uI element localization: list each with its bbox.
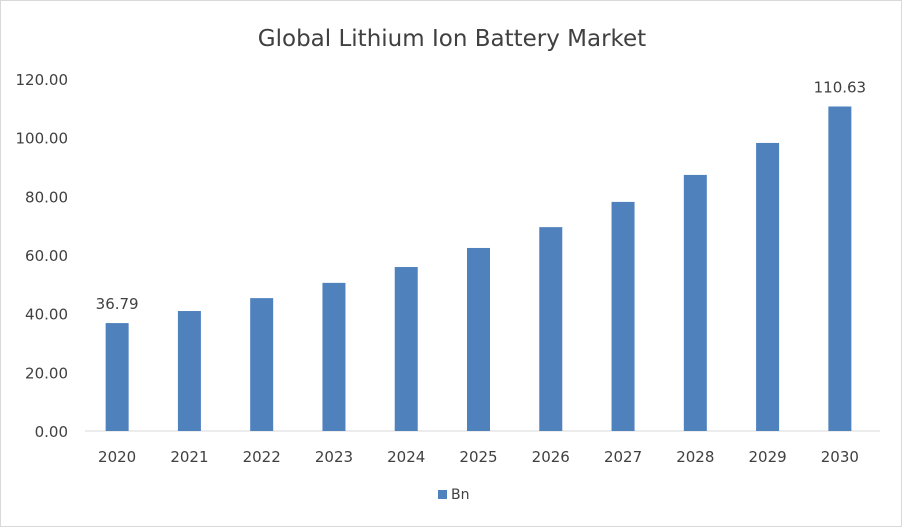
data-label-2020: 36.79 xyxy=(96,295,139,313)
bar-2026 xyxy=(539,227,563,431)
x-tick-label: 2029 xyxy=(748,448,786,466)
x-tick-label: 2023 xyxy=(315,448,353,466)
bar-2025 xyxy=(467,247,490,431)
x-tick-label: 2021 xyxy=(170,448,208,466)
y-tick-label: 0.00 xyxy=(35,423,68,441)
x-tick-label: 2025 xyxy=(459,448,497,466)
x-tick-label: 2030 xyxy=(821,448,859,466)
x-tick-label: 2022 xyxy=(243,448,281,466)
x-tick-label: 2028 xyxy=(676,448,714,466)
bar-2030 xyxy=(828,106,852,431)
y-tick-label: 40.00 xyxy=(25,306,68,324)
bar-2023 xyxy=(322,282,346,431)
chart-title: Global Lithium Ion Battery Market xyxy=(258,26,646,52)
x-tick-label: 2027 xyxy=(604,448,642,466)
bar-2029 xyxy=(756,142,780,432)
y-tick-label: 100.00 xyxy=(16,130,69,148)
x-tick-label: 2020 xyxy=(98,448,136,466)
bar-2024 xyxy=(394,267,418,431)
y-tick-label: 120.00 xyxy=(16,71,69,89)
data-label-2030: 110.63 xyxy=(814,78,867,96)
bar-2027 xyxy=(611,201,635,431)
bar-2020 xyxy=(105,323,129,431)
x-tick-label: 2024 xyxy=(387,448,425,466)
legend-label: Bn xyxy=(451,487,469,503)
legend-swatch xyxy=(438,490,447,499)
bar-2028 xyxy=(683,174,707,432)
x-tick-label: 2026 xyxy=(532,448,570,466)
bar-2021 xyxy=(177,311,201,431)
y-tick-label: 20.00 xyxy=(25,364,68,382)
bar-2022 xyxy=(250,298,274,431)
y-tick-label: 60.00 xyxy=(25,247,68,265)
y-tick-label: 80.00 xyxy=(25,188,68,206)
